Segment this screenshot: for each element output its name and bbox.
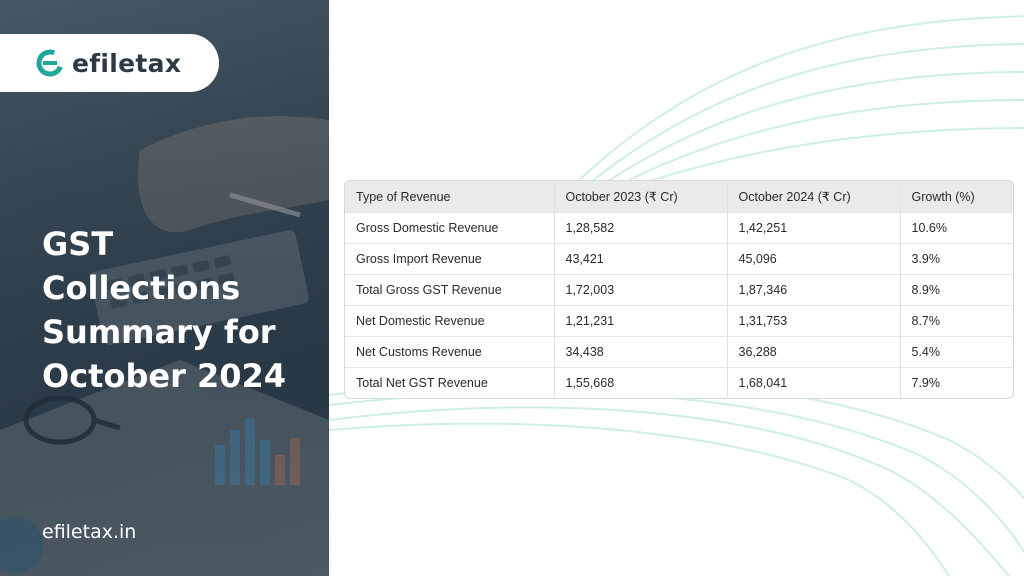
title-line: GST (42, 225, 114, 263)
title-line: Summary for (42, 313, 276, 351)
oct-2023-cell: 1,28,582 (554, 212, 728, 244)
revenue-type-cell: Total Net GST Revenue (345, 367, 555, 398)
brand-logo[interactable]: efiletax (0, 34, 219, 92)
revenue-type-cell: Net Customs Revenue (345, 336, 555, 368)
oct-2023-cell: 1,21,231 (554, 305, 728, 337)
oct-2023-cell: 1,55,668 (554, 367, 728, 398)
title-line: Collections (42, 269, 241, 307)
oct-2024-cell: 45,096 (727, 243, 901, 275)
photo-dark-overlay (0, 0, 329, 576)
oct-2023-cell: 34,438 (554, 336, 728, 368)
column-header: October 2023 (₹ Cr) (554, 181, 728, 213)
oct-2024-cell: 1,31,753 (727, 305, 901, 337)
hero-photo-panel: efiletax GST Collections Summary for Oct… (0, 0, 329, 576)
title-line: October 2024 (42, 357, 287, 395)
growth-cell: 8.7% (900, 305, 1013, 337)
table-row: Total Net GST Revenue 1,55,668 1,68,041 … (345, 367, 1013, 398)
oct-2024-cell: 1,68,041 (727, 367, 901, 398)
brand-name: efiletax (72, 48, 182, 78)
oct-2023-cell: 43,421 (554, 243, 728, 275)
oct-2024-cell: 36,288 (727, 336, 901, 368)
revenue-type-cell: Total Gross GST Revenue (345, 274, 555, 306)
oct-2023-cell: 1,72,003 (554, 274, 728, 306)
table-row: Total Gross GST Revenue 1,72,003 1,87,34… (345, 274, 1013, 306)
table-row: Net Domestic Revenue 1,21,231 1,31,753 8… (345, 305, 1013, 337)
oct-2024-cell: 1,87,346 (727, 274, 901, 306)
gst-revenue-table: Type of Revenue October 2023 (₹ Cr) Octo… (344, 180, 1014, 399)
page-title: GST Collections Summary for October 2024 (42, 222, 322, 398)
efiletax-logo-icon (36, 49, 64, 77)
revenue-type-cell: Net Domestic Revenue (345, 305, 555, 337)
decorative-wave-lines (329, 15, 1024, 576)
website-link[interactable]: efiletax.in (42, 521, 137, 543)
revenue-type-cell: Gross Domestic Revenue (345, 212, 555, 244)
column-header: October 2024 (₹ Cr) (727, 181, 901, 213)
oct-2024-cell: 1,42,251 (727, 212, 901, 244)
growth-cell: 7.9% (911, 376, 941, 390)
column-header: Growth (%) (900, 181, 1013, 213)
growth-cell: 10.6% (900, 212, 1013, 244)
growth-cell: 3.9% (900, 243, 1013, 275)
table-row: Gross Domestic Revenue 1,28,582 1,42,251… (345, 212, 1013, 244)
growth-cell: 5.4% (900, 336, 1013, 368)
table-header-row: Type of Revenue October 2023 (₹ Cr) Octo… (345, 181, 1013, 213)
table-row: Net Customs Revenue 34,438 36,288 5.4% (345, 336, 1013, 368)
column-header: Type of Revenue (345, 181, 555, 213)
table-row: Gross Import Revenue 43,421 45,096 3.9% (345, 243, 1013, 275)
revenue-type-cell: Gross Import Revenue (345, 243, 555, 275)
growth-cell: 8.9% (900, 274, 1013, 306)
